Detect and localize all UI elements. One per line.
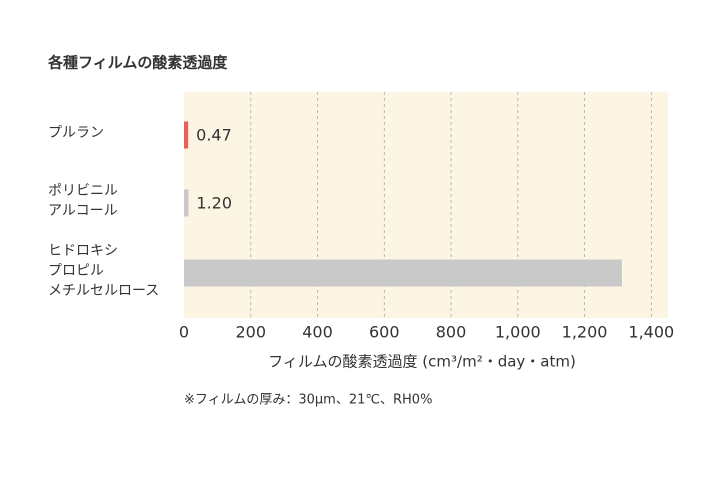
y-tick-label: ポリビニル [48,183,118,199]
x-axis-title: フィルムの酸素透過度 (cm³/m²・day・atm) [268,353,576,371]
x-tick-label: 0 [179,323,189,342]
value-label: 0.47 [196,126,232,145]
x-tick-label: 400 [302,323,333,342]
x-tick-label: 800 [436,323,467,342]
bar [184,259,622,287]
y-tick-label: ヒドロキシ [48,243,118,259]
note: ※フィルムの厚み：30μm、21℃、RH0% [184,393,432,408]
chart-title: 各種フィルムの酸素透過度 [47,54,228,72]
y-tick-label: プルラン [48,125,104,141]
y-tick-label: プロピル [48,263,104,279]
x-tick-label: 1,000 [495,323,541,342]
x-tick-label: 600 [369,323,400,342]
x-tick-label: 200 [235,323,266,342]
y-tick-label: アルコール [48,203,118,219]
x-tick-label: 1,200 [562,323,608,342]
y-tick-label: メチルセルロース [48,283,159,299]
value-label: 1.20 [196,194,232,213]
x-tick-label: 1,400 [628,323,674,342]
